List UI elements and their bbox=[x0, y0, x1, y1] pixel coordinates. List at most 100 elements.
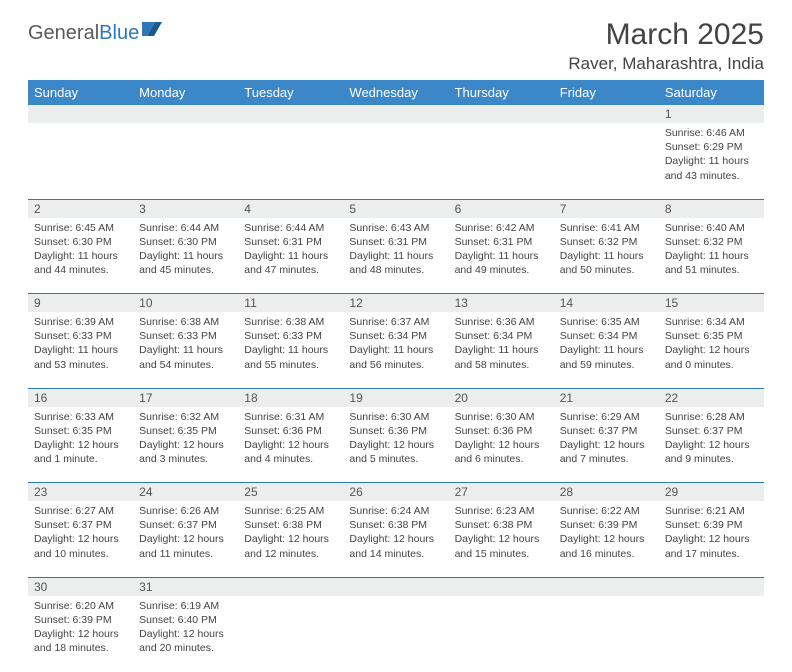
sunset-text: Sunset: 6:37 PM bbox=[139, 518, 232, 532]
sunrise-text: Sunrise: 6:45 AM bbox=[34, 221, 127, 235]
day-number-cell: 8 bbox=[659, 199, 764, 218]
day-number-cell: 13 bbox=[449, 294, 554, 313]
day-number-cell: 31 bbox=[133, 577, 238, 596]
sunset-text: Sunset: 6:34 PM bbox=[455, 329, 548, 343]
sunset-text: Sunset: 6:33 PM bbox=[34, 329, 127, 343]
day-details: Sunrise: 6:34 AMSunset: 6:35 PMDaylight:… bbox=[659, 312, 764, 376]
sunrise-text: Sunrise: 6:42 AM bbox=[455, 221, 548, 235]
day-number-cell: 1 bbox=[659, 105, 764, 123]
day-number-cell: 29 bbox=[659, 483, 764, 502]
daylight-text: Daylight: 12 hours and 20 minutes. bbox=[139, 627, 232, 655]
daylight-text: Daylight: 12 hours and 11 minutes. bbox=[139, 532, 232, 560]
weekday-header: Tuesday bbox=[238, 80, 343, 105]
weekday-header: Monday bbox=[133, 80, 238, 105]
day-content-cell: Sunrise: 6:25 AMSunset: 6:38 PMDaylight:… bbox=[238, 501, 343, 577]
day-number-cell bbox=[238, 105, 343, 123]
sunrise-text: Sunrise: 6:44 AM bbox=[244, 221, 337, 235]
sunset-text: Sunset: 6:38 PM bbox=[455, 518, 548, 532]
day-content-cell: Sunrise: 6:27 AMSunset: 6:37 PMDaylight:… bbox=[28, 501, 133, 577]
sunrise-text: Sunrise: 6:30 AM bbox=[455, 410, 548, 424]
sunset-text: Sunset: 6:35 PM bbox=[665, 329, 758, 343]
daylight-text: Daylight: 11 hours and 44 minutes. bbox=[34, 249, 127, 277]
sunrise-text: Sunrise: 6:29 AM bbox=[560, 410, 653, 424]
sunset-text: Sunset: 6:31 PM bbox=[244, 235, 337, 249]
sunset-text: Sunset: 6:30 PM bbox=[34, 235, 127, 249]
day-number-cell bbox=[28, 105, 133, 123]
sunset-text: Sunset: 6:35 PM bbox=[139, 424, 232, 438]
day-details: Sunrise: 6:30 AMSunset: 6:36 PMDaylight:… bbox=[343, 407, 448, 471]
day-details: Sunrise: 6:37 AMSunset: 6:34 PMDaylight:… bbox=[343, 312, 448, 376]
daylight-text: Daylight: 12 hours and 1 minute. bbox=[34, 438, 127, 466]
day-number-cell: 18 bbox=[238, 388, 343, 407]
day-content-cell: Sunrise: 6:37 AMSunset: 6:34 PMDaylight:… bbox=[343, 312, 448, 388]
sunrise-text: Sunrise: 6:31 AM bbox=[244, 410, 337, 424]
sunrise-text: Sunrise: 6:19 AM bbox=[139, 599, 232, 613]
day-number-cell: 21 bbox=[554, 388, 659, 407]
sunset-text: Sunset: 6:37 PM bbox=[34, 518, 127, 532]
daylight-text: Daylight: 12 hours and 6 minutes. bbox=[455, 438, 548, 466]
day-number-cell: 22 bbox=[659, 388, 764, 407]
day-content-row: Sunrise: 6:45 AMSunset: 6:30 PMDaylight:… bbox=[28, 218, 764, 294]
weekday-header: Friday bbox=[554, 80, 659, 105]
sunrise-text: Sunrise: 6:38 AM bbox=[244, 315, 337, 329]
day-content-cell bbox=[449, 123, 554, 199]
sunrise-text: Sunrise: 6:44 AM bbox=[139, 221, 232, 235]
weekday-header: Wednesday bbox=[343, 80, 448, 105]
sunrise-text: Sunrise: 6:35 AM bbox=[560, 315, 653, 329]
weekday-header: Saturday bbox=[659, 80, 764, 105]
daylight-text: Daylight: 11 hours and 45 minutes. bbox=[139, 249, 232, 277]
sunset-text: Sunset: 6:34 PM bbox=[349, 329, 442, 343]
daylight-text: Daylight: 12 hours and 18 minutes. bbox=[34, 627, 127, 655]
day-content-cell: Sunrise: 6:38 AMSunset: 6:33 PMDaylight:… bbox=[133, 312, 238, 388]
logo-text-blue: Blue bbox=[99, 22, 139, 45]
sunrise-text: Sunrise: 6:37 AM bbox=[349, 315, 442, 329]
day-number-cell bbox=[343, 577, 448, 596]
sunrise-text: Sunrise: 6:36 AM bbox=[455, 315, 548, 329]
daylight-text: Daylight: 11 hours and 43 minutes. bbox=[665, 154, 758, 182]
day-details: Sunrise: 6:44 AMSunset: 6:31 PMDaylight:… bbox=[238, 218, 343, 282]
day-content-cell: Sunrise: 6:39 AMSunset: 6:33 PMDaylight:… bbox=[28, 312, 133, 388]
day-content-cell: Sunrise: 6:22 AMSunset: 6:39 PMDaylight:… bbox=[554, 501, 659, 577]
weekday-header: Thursday bbox=[449, 80, 554, 105]
month-title: March 2025 bbox=[568, 18, 764, 52]
day-details: Sunrise: 6:19 AMSunset: 6:40 PMDaylight:… bbox=[133, 596, 238, 660]
day-details: Sunrise: 6:40 AMSunset: 6:32 PMDaylight:… bbox=[659, 218, 764, 282]
daylight-text: Daylight: 12 hours and 10 minutes. bbox=[34, 532, 127, 560]
day-details: Sunrise: 6:20 AMSunset: 6:39 PMDaylight:… bbox=[28, 596, 133, 660]
day-number-cell bbox=[449, 105, 554, 123]
sunset-text: Sunset: 6:38 PM bbox=[349, 518, 442, 532]
sunrise-text: Sunrise: 6:30 AM bbox=[349, 410, 442, 424]
daylight-text: Daylight: 12 hours and 3 minutes. bbox=[139, 438, 232, 466]
daylight-text: Daylight: 12 hours and 14 minutes. bbox=[349, 532, 442, 560]
day-details: Sunrise: 6:26 AMSunset: 6:37 PMDaylight:… bbox=[133, 501, 238, 565]
day-content-cell: Sunrise: 6:44 AMSunset: 6:30 PMDaylight:… bbox=[133, 218, 238, 294]
daylight-text: Daylight: 12 hours and 17 minutes. bbox=[665, 532, 758, 560]
day-number-cell: 4 bbox=[238, 199, 343, 218]
day-content-cell bbox=[343, 123, 448, 199]
day-content-cell bbox=[238, 123, 343, 199]
day-number-cell: 9 bbox=[28, 294, 133, 313]
sunset-text: Sunset: 6:31 PM bbox=[455, 235, 548, 249]
daylight-text: Daylight: 11 hours and 53 minutes. bbox=[34, 343, 127, 371]
day-number-cell: 5 bbox=[343, 199, 448, 218]
sunrise-text: Sunrise: 6:21 AM bbox=[665, 504, 758, 518]
day-details: Sunrise: 6:30 AMSunset: 6:36 PMDaylight:… bbox=[449, 407, 554, 471]
day-content-cell: Sunrise: 6:40 AMSunset: 6:32 PMDaylight:… bbox=[659, 218, 764, 294]
day-content-cell: Sunrise: 6:28 AMSunset: 6:37 PMDaylight:… bbox=[659, 407, 764, 483]
day-details: Sunrise: 6:39 AMSunset: 6:33 PMDaylight:… bbox=[28, 312, 133, 376]
daylight-text: Daylight: 11 hours and 59 minutes. bbox=[560, 343, 653, 371]
sunrise-text: Sunrise: 6:27 AM bbox=[34, 504, 127, 518]
daylight-text: Daylight: 12 hours and 0 minutes. bbox=[665, 343, 758, 371]
sunset-text: Sunset: 6:39 PM bbox=[560, 518, 653, 532]
day-content-cell: Sunrise: 6:41 AMSunset: 6:32 PMDaylight:… bbox=[554, 218, 659, 294]
day-content-cell: Sunrise: 6:35 AMSunset: 6:34 PMDaylight:… bbox=[554, 312, 659, 388]
day-number-cell bbox=[659, 577, 764, 596]
day-details: Sunrise: 6:23 AMSunset: 6:38 PMDaylight:… bbox=[449, 501, 554, 565]
sunset-text: Sunset: 6:32 PM bbox=[665, 235, 758, 249]
day-number-cell: 23 bbox=[28, 483, 133, 502]
day-number-cell: 24 bbox=[133, 483, 238, 502]
day-content-cell: Sunrise: 6:23 AMSunset: 6:38 PMDaylight:… bbox=[449, 501, 554, 577]
sunrise-text: Sunrise: 6:41 AM bbox=[560, 221, 653, 235]
day-content-cell: Sunrise: 6:38 AMSunset: 6:33 PMDaylight:… bbox=[238, 312, 343, 388]
daylight-text: Daylight: 11 hours and 54 minutes. bbox=[139, 343, 232, 371]
